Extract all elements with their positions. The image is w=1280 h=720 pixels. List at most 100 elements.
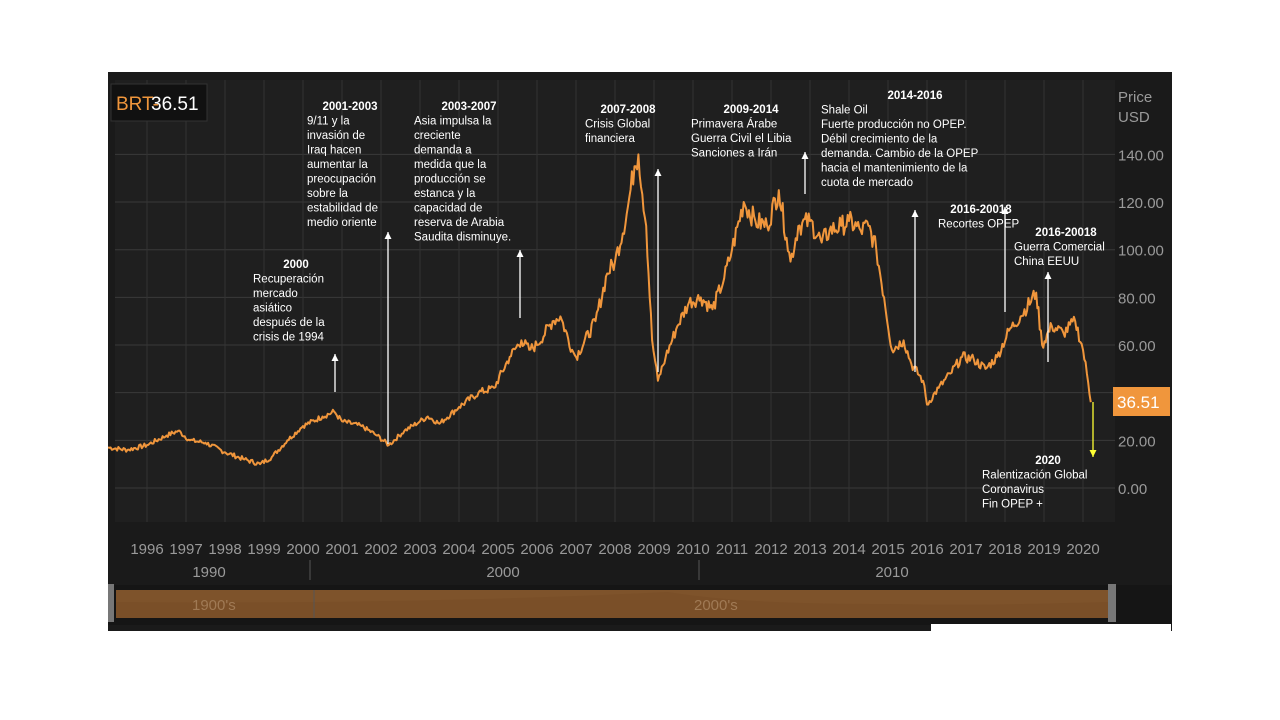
x-tick-label: 2003 xyxy=(403,541,436,558)
y-tick-label: 120.00 xyxy=(1118,195,1164,212)
annotation-title: 2000 xyxy=(283,259,309,271)
y-tick-label: 60.00 xyxy=(1118,338,1156,355)
annotation-line: China EEUU xyxy=(1014,256,1079,268)
navigator-handle-right[interactable] xyxy=(1108,584,1116,622)
x-tick-label: 2005 xyxy=(481,541,514,558)
x-tick-label: 1997 xyxy=(169,541,202,558)
annotation-line: medida que la xyxy=(414,159,487,171)
annotation-title: 2014-2016 xyxy=(888,90,943,102)
chart-frame: 2000 Recuperación mercado asiático después d… xyxy=(108,72,1172,631)
annotation-arrow-head xyxy=(384,232,392,239)
annotation-title: 2020 xyxy=(1035,455,1061,467)
annotation-title: 2016-20018 xyxy=(950,204,1012,216)
annotation-arrow-head xyxy=(1001,207,1009,214)
annotation-line: sobre la xyxy=(307,188,349,200)
x-tick-label: 2004 xyxy=(442,541,475,558)
annotation-line: mercado xyxy=(253,288,298,300)
annotation-line: Shale Oil xyxy=(821,105,868,117)
navigator-corner xyxy=(931,624,1171,631)
annotation-line: hacia el mantenimiento de la xyxy=(821,163,968,175)
annotation-line: asiático xyxy=(253,303,292,315)
annotation-line: preocupación xyxy=(307,174,376,186)
annotation-line: Ralentización Global xyxy=(982,470,1087,482)
annotation-title: 2016-20018 xyxy=(1035,227,1097,239)
x-tick-label: 2000 xyxy=(286,541,319,558)
annotation-line: Iraq hacen xyxy=(307,145,361,157)
navigator-label-2000s: 2000's xyxy=(694,597,738,614)
annotation-arrow-head xyxy=(1044,272,1052,279)
grid-lines xyxy=(115,80,1115,522)
y-tick-label: 140.00 xyxy=(1118,147,1164,164)
annotation-line: aumentar la xyxy=(307,159,368,171)
y-tick-label: 80.00 xyxy=(1118,290,1156,307)
navigator-handle-left[interactable] xyxy=(108,584,114,622)
annotation-line: estabilidad de xyxy=(307,203,378,215)
x-tick-label: 1996 xyxy=(130,541,163,558)
annotation-line: Fin OPEP + xyxy=(982,499,1043,511)
ticker-symbol: BRT- xyxy=(116,94,159,115)
x-tick-label: 2020 xyxy=(1066,541,1099,558)
x-tick-label: 2014 xyxy=(832,541,865,558)
annotation-layer: 2000 Recuperación mercado asiático después d… xyxy=(253,90,1105,511)
annotation-line: producción se xyxy=(414,174,486,186)
x-tick-label: 2009 xyxy=(637,541,670,558)
navigator-wave xyxy=(116,592,1108,618)
decade-labels: 1990 2000 2010 xyxy=(192,560,909,581)
y-tick-label: 20.00 xyxy=(1118,433,1156,450)
decade-label: 2010 xyxy=(875,564,908,581)
annotation-arrow-head xyxy=(1089,450,1097,457)
annotation-line: después de la xyxy=(253,317,325,329)
y-tick-label: 100.00 xyxy=(1118,243,1164,260)
x-tick-label: 1999 xyxy=(247,541,280,558)
price-marker-box xyxy=(1113,387,1170,416)
annotation-line: Asia impulsa la xyxy=(414,116,492,128)
x-tick-label: 2012 xyxy=(754,541,787,558)
x-tick-label: 2019 xyxy=(1027,541,1060,558)
navigator-label-1900s: 1900's xyxy=(192,597,236,614)
annotation-arrows xyxy=(331,152,1097,457)
annotation-line: financiera xyxy=(585,133,635,145)
annotation-line: 9/11 y la xyxy=(307,116,350,128)
annotation-line: Fuerte producción no OPEP. xyxy=(821,119,967,131)
annotation-arrow-head xyxy=(801,152,809,159)
annotation-title: 2003-2007 xyxy=(442,101,497,113)
annotation-line: Saudita disminuye. xyxy=(414,232,511,244)
chart-svg: 2000 Recuperación mercado asiático después d… xyxy=(108,80,1172,631)
decade-label: 2000 xyxy=(486,564,519,581)
price-marker-label: 36.51 xyxy=(1117,393,1160,412)
annotation-line: invasión de xyxy=(307,130,365,142)
annotation-line: Primavera Árabe xyxy=(691,118,777,131)
x-tick-label: 2008 xyxy=(598,541,631,558)
annotation-line: cuota de mercado xyxy=(821,177,913,189)
annotation-line: Coronavirus xyxy=(982,484,1044,496)
x-tick-label: 2007 xyxy=(559,541,592,558)
x-tick-label: 2015 xyxy=(871,541,904,558)
ticker-box xyxy=(110,83,208,122)
y-tick-label: 0.00 xyxy=(1118,481,1147,498)
x-tick-label: 2002 xyxy=(364,541,397,558)
annotation-line: crisis de 1994 xyxy=(253,332,325,344)
annotation-line: Débil crecimiento de la xyxy=(821,134,938,146)
annotation-line: Guerra Comercial xyxy=(1014,242,1105,254)
y-tick-labels: 140.00 120.00 100.00 80.00 60.00 20.00 0.00 xyxy=(1118,147,1164,498)
x-tick-label: 2013 xyxy=(793,541,826,558)
annotation-line: Sanciones a Irán xyxy=(691,148,777,160)
annotation-title: 2009-2014 xyxy=(724,104,780,116)
ticker-value: 36.51 xyxy=(151,94,199,115)
annotation-line: Guerra Civil el Libia xyxy=(691,133,792,145)
x-tick-label: 1998 xyxy=(208,541,241,558)
annotation-line: Recuperación xyxy=(253,274,324,286)
annotation-arrow-head xyxy=(911,210,919,217)
annotation-arrow-head xyxy=(331,354,339,361)
annotation-line: Crisis Global xyxy=(585,119,650,131)
x-tick-label: 2011 xyxy=(716,541,748,558)
annotation-arrow-head xyxy=(516,250,524,257)
annotation-title: 2001-2003 xyxy=(323,101,378,113)
decade-label: 1990 xyxy=(192,564,225,581)
annotation-line: capacidad de xyxy=(414,203,482,215)
annotation-line: demanda. Cambio de la OPEP xyxy=(821,148,979,160)
x-tick-labels: 1996 1997 1998 1999 2000 2001 2002 2003 2004 2005… xyxy=(130,541,1099,558)
x-tick-label: 2010 xyxy=(676,541,709,558)
price-line-layer xyxy=(108,153,1092,466)
annotation-line: Recortes OPEP xyxy=(938,219,1019,231)
